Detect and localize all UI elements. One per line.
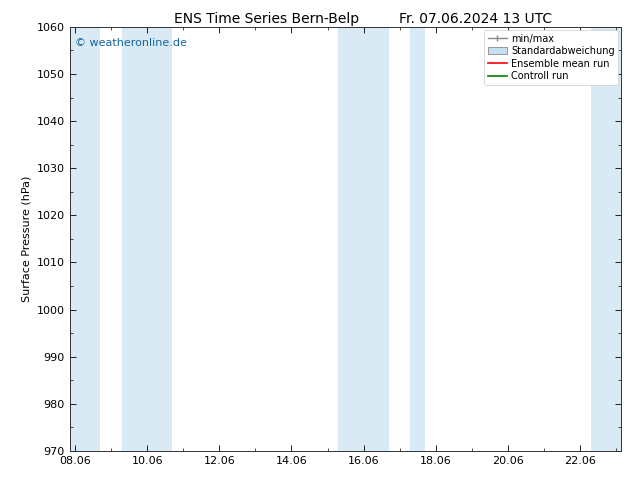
- Bar: [122, 27, 172, 451]
- Text: Fr. 07.06.2024 13 UTC: Fr. 07.06.2024 13 UTC: [399, 12, 552, 26]
- Bar: [339, 27, 389, 451]
- Bar: [410, 27, 425, 451]
- Text: © weatheronline.de: © weatheronline.de: [75, 38, 187, 48]
- Legend: min/max, Standardabweichung, Ensemble mean run, Controll run: min/max, Standardabweichung, Ensemble me…: [484, 30, 618, 85]
- Text: ENS Time Series Bern-Belp: ENS Time Series Bern-Belp: [174, 12, 359, 26]
- Bar: [591, 27, 621, 451]
- Bar: [70, 27, 100, 451]
- Y-axis label: Surface Pressure (hPa): Surface Pressure (hPa): [21, 176, 31, 302]
